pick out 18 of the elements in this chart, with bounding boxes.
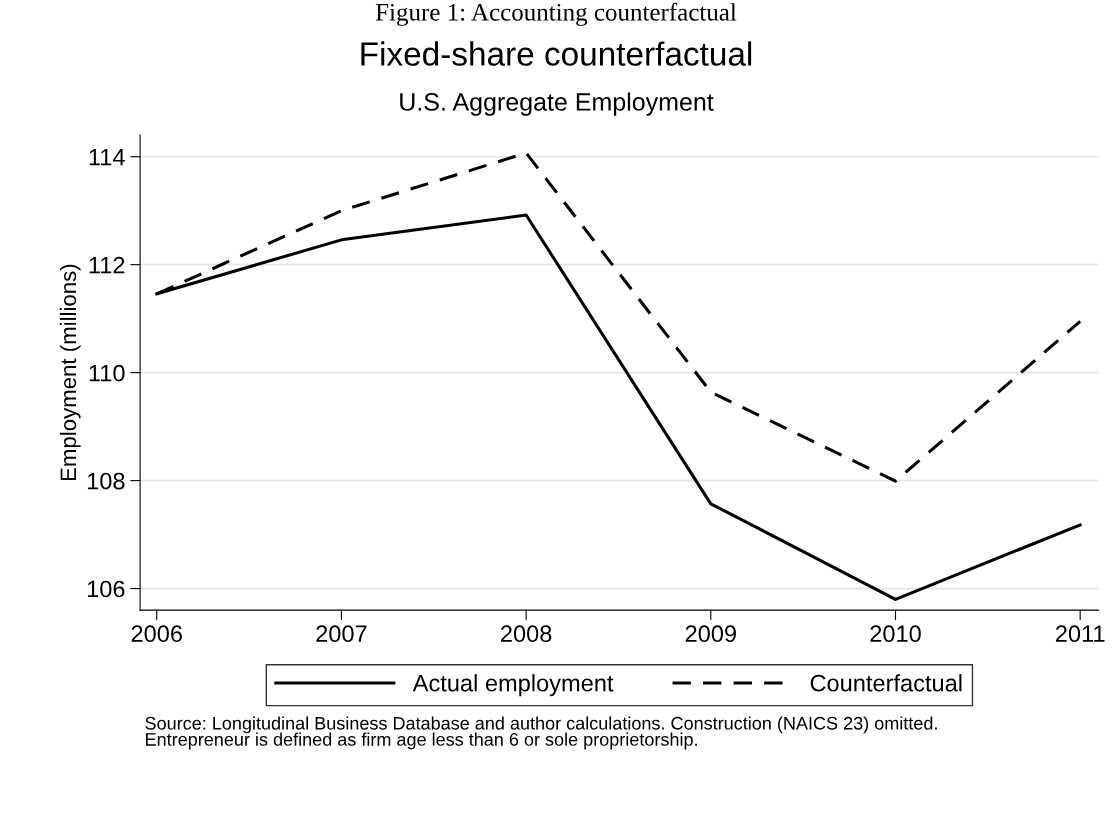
x-tick-label: 2007	[316, 625, 367, 643]
y-axis-title: Employment (millions)	[59, 264, 81, 481]
x-tick-label: 2010	[870, 625, 921, 643]
y-tick-label: 108	[87, 472, 125, 490]
y-tick-label: 110	[89, 364, 125, 382]
text: Actual employment	[412, 674, 614, 697]
chart-subtitle: U.S. Aggregate Employment	[400, 92, 714, 116]
y-tick-label: 112	[89, 256, 125, 274]
y-tick-label: 106	[87, 580, 125, 598]
source-note: Source: Longitudinal Business Database and author calculations. Construction (NAICS 23) omitted. Entrepreneur is defined as firm age less than 6 or sole proprietorship.	[145, 716, 937, 750]
x-tick-label: 2011	[1055, 625, 1105, 643]
x-tick-label: 2008	[501, 625, 552, 643]
caption: Figure 1: Accounting counterfactual	[375, 2, 737, 26]
legend-label: Counterfactual	[810, 674, 962, 692]
x-tick-label: 2006	[131, 625, 182, 643]
x-tick-label: 2009	[685, 625, 736, 643]
y-tick-label: 114	[89, 149, 125, 166]
chart-title: Fixed-share counterfactual	[361, 41, 752, 66]
